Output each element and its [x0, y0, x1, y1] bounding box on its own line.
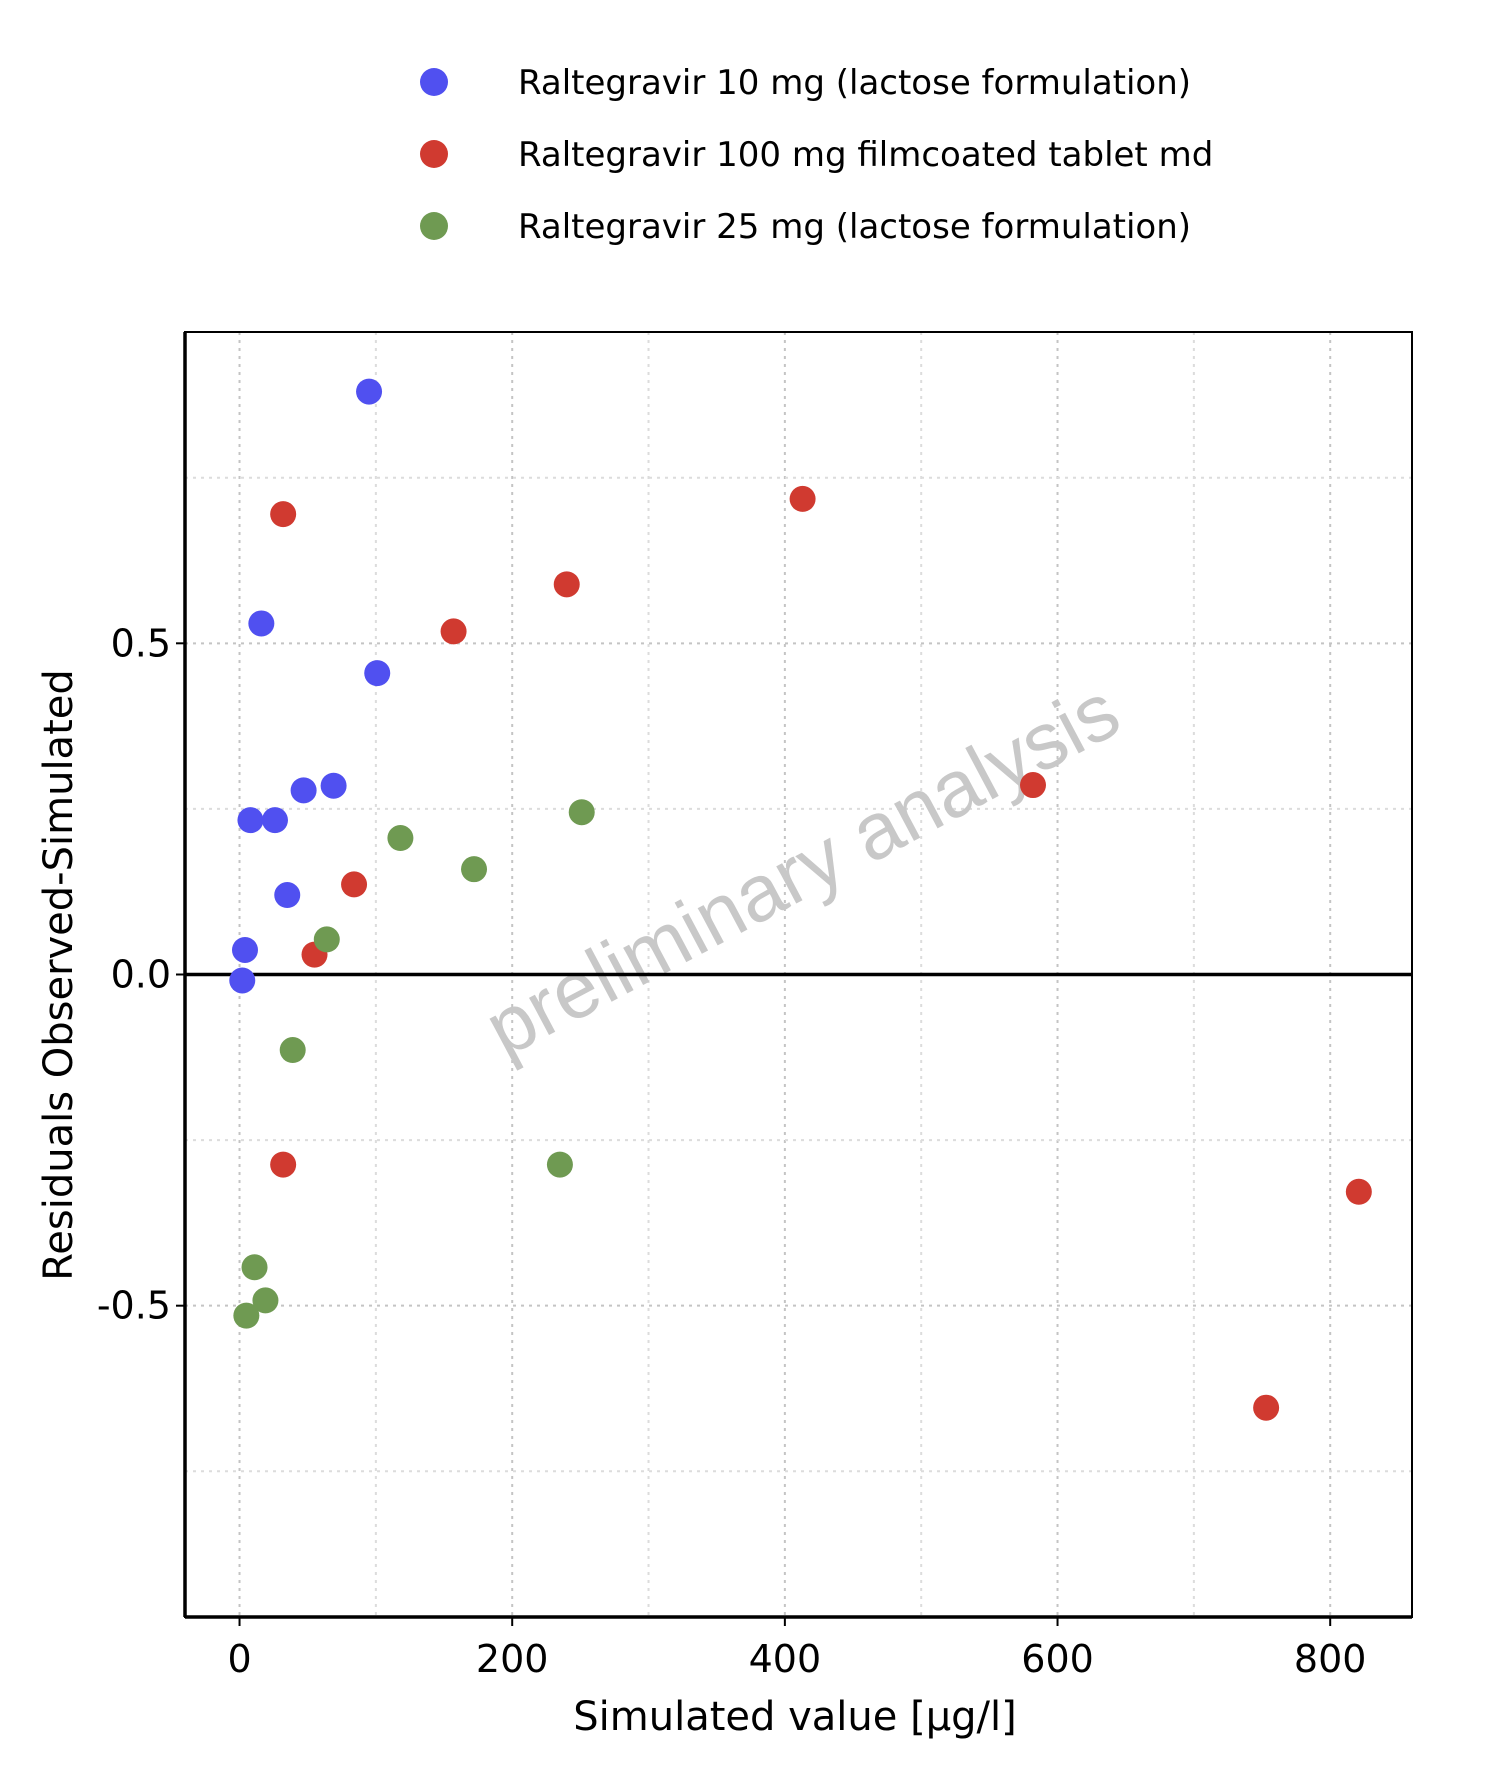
data-point-series-3: [233, 1302, 260, 1329]
tick-labels: 0 200 400 600 800 0.5 0.0 -0.5: [97, 621, 1367, 1681]
data-point-series-2: [553, 571, 580, 598]
data-point-series-2: [440, 618, 467, 645]
data-point-series-3: [279, 1037, 306, 1064]
data-point-series-1: [274, 882, 301, 909]
data-point-series-1: [364, 660, 391, 687]
legend-marker: [420, 212, 448, 240]
legend-label: Raltegravir 25 mg (lactose formulation): [518, 207, 1191, 247]
y-tick-label: 0.0: [111, 953, 171, 997]
x-tick-label: 400: [749, 1637, 822, 1681]
y-tick-label: 0.5: [111, 621, 171, 665]
data-point-series-1: [237, 807, 264, 834]
legend-label: Raltegravir 10 mg (lactose formulation): [518, 63, 1191, 103]
x-tick-label: 800: [1294, 1637, 1367, 1681]
legend-marker: [420, 140, 448, 168]
data-point-series-3: [252, 1287, 279, 1314]
y-tick-label: -0.5: [97, 1284, 171, 1328]
data-point-series-1: [290, 777, 317, 804]
legend-marker: [420, 68, 448, 96]
data-point-series-3: [568, 799, 595, 826]
data-point-series-1: [248, 610, 275, 637]
axes: [176, 331, 1413, 1626]
data-point-series-1: [261, 807, 288, 834]
data-point-series-1: [229, 967, 256, 994]
data-point-series-2: [1019, 772, 1046, 799]
x-axis-title: Simulated value [µg/l]: [573, 1694, 1016, 1740]
data-point-series-1: [356, 378, 383, 405]
data-point-series-2: [270, 501, 297, 528]
watermark-text: preliminary analysis: [471, 665, 1133, 1073]
data-point-series-3: [387, 825, 414, 852]
data-point-series-3: [313, 926, 340, 953]
legend-label: Raltegravir 100 mg filmcoated tablet md: [518, 135, 1213, 175]
data-point-series-1: [320, 772, 347, 799]
x-tick-label: 600: [1021, 1637, 1094, 1681]
data-point-series-3: [241, 1254, 268, 1281]
data-point-series-2: [789, 485, 816, 512]
data-points: [229, 378, 1372, 1421]
data-point-series-3: [546, 1151, 573, 1178]
watermark: preliminary analysis: [471, 665, 1133, 1073]
legend: Raltegravir 10 mg (lactose formulation) R…: [420, 63, 1213, 247]
data-point-series-2: [341, 871, 368, 898]
data-point-series-2: [270, 1151, 297, 1178]
x-tick-label: 0: [227, 1637, 251, 1681]
y-axis-title: Residuals Observed-Simulated: [36, 669, 82, 1280]
data-point-series-2: [1253, 1394, 1280, 1421]
data-point-series-1: [231, 936, 258, 963]
data-point-series-2: [1345, 1178, 1372, 1205]
x-tick-label: 200: [476, 1637, 549, 1681]
data-point-series-3: [461, 856, 488, 883]
